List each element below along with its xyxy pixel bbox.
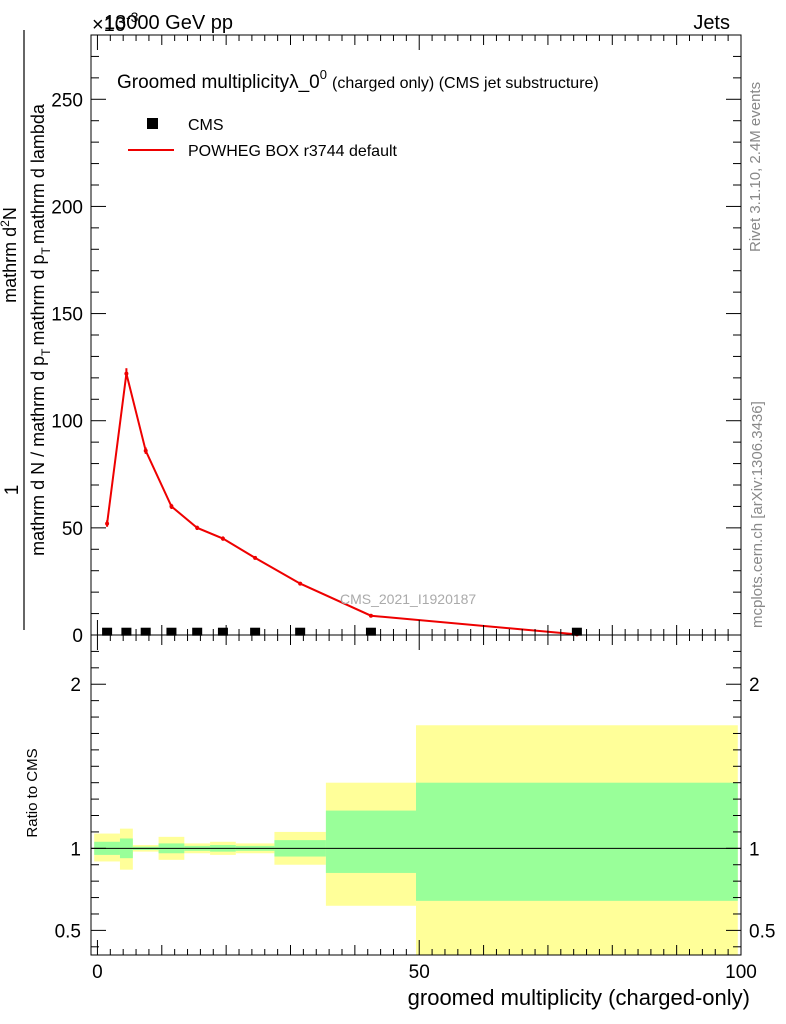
cms-point — [295, 627, 306, 636]
exponent-label: ×10-3 — [92, 9, 139, 36]
main-ytick-label: 200 — [51, 197, 83, 218]
ratio-tick-labels: 0.5 0.5 1 1 2 2 0 50 100 — [55, 675, 776, 983]
main-ytick-label: 150 — [51, 305, 83, 326]
ratio-ytick-label-right: 1 — [749, 839, 760, 860]
ratio-ylabel: Ratio to CMS — [24, 748, 41, 837]
ratio-ytick-label-right: 0.5 — [749, 921, 775, 942]
main-panel: 0 50 100 150 200 250 Groomed multiplicityλ_00… — [51, 34, 742, 647]
cms-point — [365, 627, 376, 636]
main-ytick-label: 50 — [62, 519, 83, 540]
ratio-panel: 0.5 0.5 1 1 2 2 0 50 100 Ratio to CMS groomed mu… — [24, 634, 776, 1010]
cms-point — [121, 627, 132, 636]
powheg-point — [368, 613, 373, 618]
cms-point — [102, 627, 113, 636]
powheg-line — [106, 373, 577, 636]
cms-point — [166, 627, 177, 636]
ratio-ytick-label-right: 2 — [749, 675, 760, 696]
ratio-band-green — [416, 782, 738, 901]
analysis-watermark: CMS_2021_I1920187 — [340, 591, 476, 607]
ratio-frame — [90, 634, 742, 956]
chart-title: Groomed multiplicityλ_00(charged only) (… — [117, 67, 599, 93]
main-ylabel: 1 mathrm d2N mathrm d N / mathrm d pTmat… — [0, 30, 53, 630]
main-markers — [102, 368, 582, 637]
ratio-xtick-label: 0 — [92, 962, 103, 983]
main-ticks — [91, 34, 742, 636]
x-axis-label: groomed multiplicity (charged-only) — [408, 985, 750, 1010]
main-ytick-label: 0 — [72, 626, 83, 647]
ylabel-bottom: mathrm d N / mathrm d pTmathrm d pTmathr… — [28, 103, 53, 556]
cms-point — [571, 627, 582, 636]
ratio-ticks — [91, 634, 742, 955]
rivet-info: Rivet 3.1.10, 2.4M events — [747, 82, 764, 252]
powheg-point — [195, 525, 200, 530]
powheg-point — [220, 536, 225, 541]
category-label: Jets — [693, 12, 730, 34]
powheg-point — [253, 555, 258, 560]
powheg-point — [169, 504, 174, 509]
ylabel-top: mathrm d2N — [0, 207, 20, 303]
cms-point — [217, 627, 228, 636]
main-ytick-label: 250 — [51, 90, 83, 111]
cms-point — [192, 627, 203, 636]
energy-label: 13000 GeV pp — [104, 12, 233, 34]
powheg-point — [105, 521, 110, 526]
ratio-ytick-label-left: 0.5 — [55, 921, 81, 942]
ratio-xtick-label: 100 — [725, 962, 757, 983]
main-ytick-label: 100 — [51, 412, 83, 433]
cms-point — [140, 627, 151, 636]
ratio-ytick-label-left: 2 — [70, 675, 81, 696]
powheg-point — [143, 448, 148, 453]
ratio-xtick-label: 50 — [409, 962, 430, 983]
ratio-bands — [94, 725, 738, 955]
legend-powheg-label: POWHEG BOX r3744 default — [188, 143, 398, 160]
legend-cms-marker — [147, 118, 158, 129]
legend: CMS POWHEG BOX r3744 default — [128, 117, 398, 160]
ratio-ytick-label-left: 1 — [70, 839, 81, 860]
ratio-band-green — [325, 810, 416, 873]
legend-cms-label: CMS — [188, 117, 224, 134]
main-ytick-labels: 0 50 100 150 200 250 — [51, 90, 83, 647]
powheg-point — [298, 581, 303, 586]
mcplots-info: mcplots.cern.ch [arXiv:1306.3436] — [749, 401, 766, 628]
ylabel-numerator: 1 — [2, 485, 23, 496]
cms-point — [250, 627, 261, 636]
powheg-point — [124, 371, 129, 376]
